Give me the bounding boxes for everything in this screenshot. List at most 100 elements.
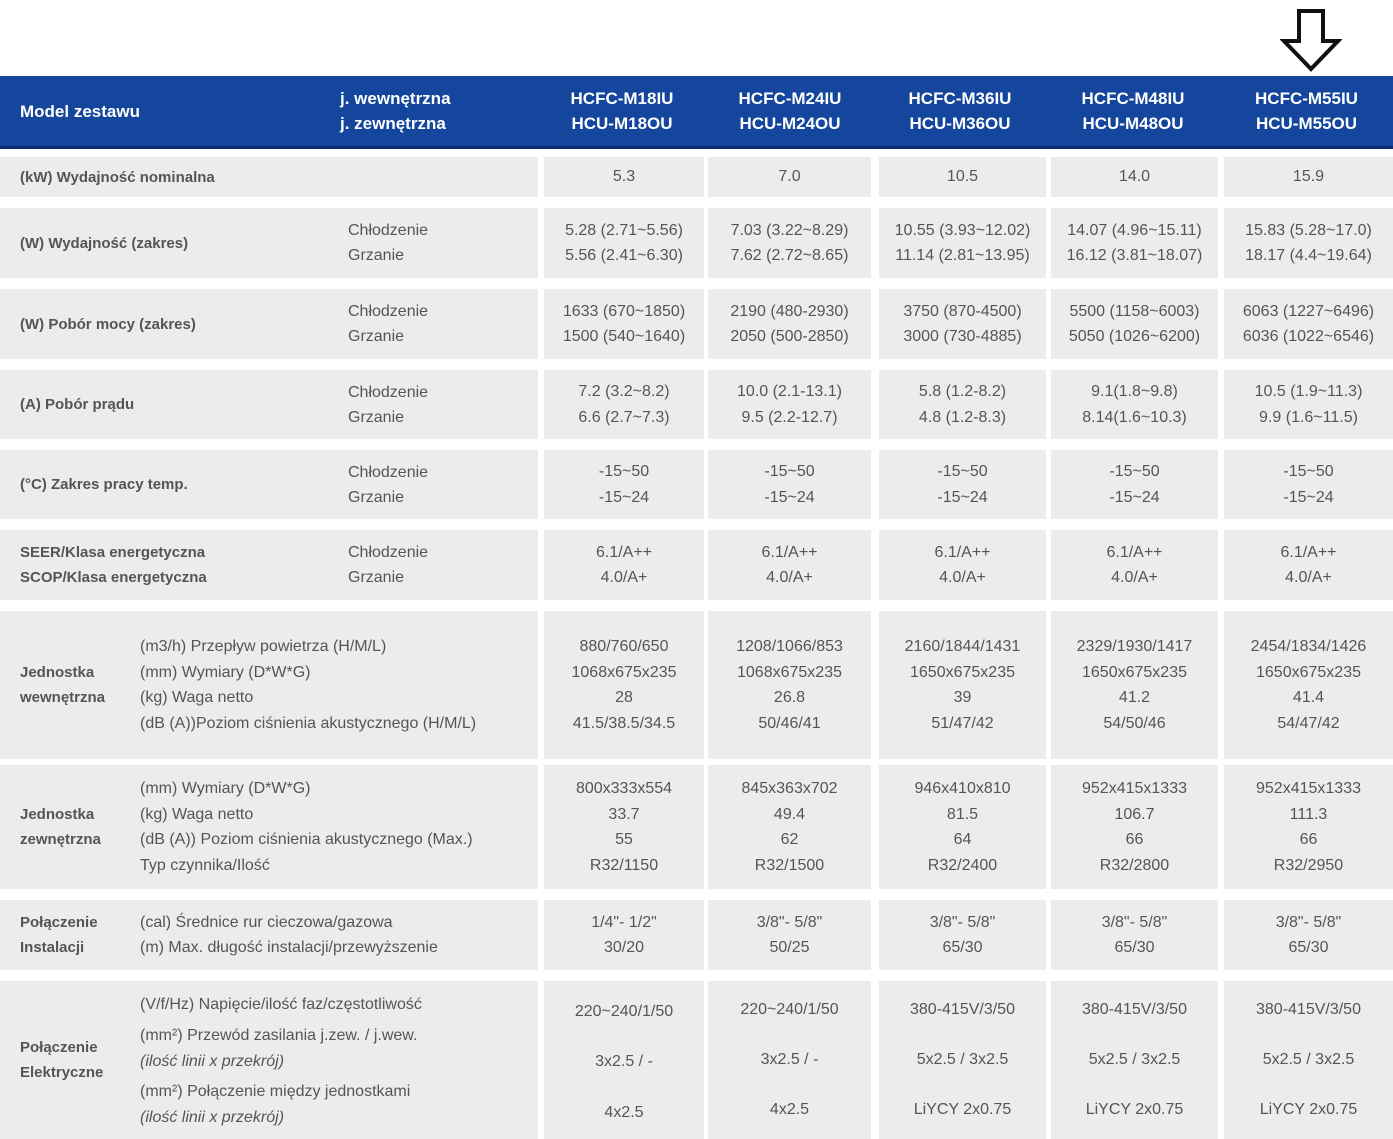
value-cell: -15~50 -15~24 [1224, 450, 1393, 519]
value-cell: 880/760/650 1068x675x235 28 41.5/38.5/34.5 [544, 611, 704, 759]
value-cell: 6.1/A++ 4.0/A+ [1224, 530, 1393, 600]
value-cell: 800x333x554 33.7 55 R32/1150 [544, 765, 704, 889]
heating-label: Grzanie [348, 328, 405, 345]
row-label: Połączenie Instalacji [20, 914, 98, 956]
indoor-model: HCFC-M36IU [908, 89, 1012, 108]
model-column-5: HCFC-M55IU HCU-M55OU [1220, 76, 1393, 146]
row-energy-class: SEER/Klasa energetyczna SCOP/Klasa energ… [0, 530, 1393, 600]
value-cell: 15.9 [1224, 157, 1393, 197]
scop-label: SCOP/Klasa energetyczna [20, 569, 207, 586]
row-label: Jednostka wewnętrzna [20, 664, 106, 706]
param-label: (cal) Średnice rur cieczowa/gazowa [140, 913, 393, 931]
value-cell: 1633 (670~1850) 1500 (540~1640) [544, 289, 704, 359]
heating-label: Grzanie [348, 569, 405, 586]
row-label: SEER/Klasa energetyczna SCOP/Klasa energ… [20, 530, 207, 600]
cooling-label: Chłodzenie [348, 463, 429, 481]
value-cell: 2160/1844/1431 1650x675x235 39 51/47/42 [879, 611, 1046, 759]
value-cell: 3/8"- 5/8" 65/30 [879, 900, 1046, 970]
value-cell: 6.1/A++ 4.0/A+ [879, 530, 1046, 600]
value-cell: 14.0 [1051, 157, 1218, 197]
model-column-2: HCFC-M24IU HCU-M24OU [706, 76, 874, 146]
cooling-label: Chłodzenie [348, 383, 429, 401]
outdoor-model: HCU-M24OU [739, 114, 841, 133]
outdoor-unit-label: j. zewnętrzna [340, 114, 446, 133]
row-label: Jednostka zewnętrzna [20, 806, 101, 848]
heating-label: Grzanie [348, 488, 405, 506]
value-cell: 3/8"- 5/8" 65/30 [1051, 900, 1218, 970]
value-cell: 6063 (1227~6496) 6036 (1022~6546) [1224, 289, 1393, 359]
row-capacity-range: (W) Wydajność (zakres) Chłodzenie Grzani… [0, 208, 1393, 278]
row-label: (kW) Wydajność nominalna [20, 168, 215, 186]
value-cell: 845x363x702 49.4 62 R32/1500 [708, 765, 871, 889]
value-cell: 7.0 [708, 157, 871, 197]
value-cell: 10.5 [879, 157, 1046, 197]
value-cell: 2190 (480-2930) 2050 (500-2850) [708, 289, 871, 359]
model-title: Model zestawu [20, 101, 140, 121]
value-cell: 2329/1930/1417 1650x675x235 41.2 54/50/46 [1051, 611, 1218, 759]
value-cell: 15.83 (5.28~17.0) 18.17 (4.4~19.64) [1224, 208, 1393, 278]
value-cell: 5500 (1158~6003) 5050 (1026~6200) [1051, 289, 1218, 359]
value-cell: 3750 (870-4500) 3000 (730-4885) [879, 289, 1046, 359]
param-labels: (m3/h) Przepływ powietrza (H/M/L) (mm) W… [140, 611, 476, 759]
value-cell: 5.3 [544, 157, 704, 197]
param-label: (m) Max. długość instalacji/przewyższeni… [140, 939, 438, 956]
value-cell: 6.1/A++ 4.0/A+ [544, 530, 704, 600]
value-cell: 7.03 (3.22~8.29) 7.62 (2.72~8.65) [708, 208, 871, 278]
param-label: (mm²) Przewód zasilania j.zew. / j.wew. [140, 1026, 418, 1044]
value-cell: 5.28 (2.71~5.56) 5.56 (2.41~6.30) [544, 208, 704, 278]
row-label: (W) Wydajność (zakres) [20, 234, 189, 252]
cooling-label: Chłodzenie [348, 544, 429, 561]
seer-label: SEER/Klasa energetyczna [20, 544, 206, 561]
param-note: (ilość linii x przekrój) [140, 1108, 285, 1126]
heating-label: Grzanie [348, 247, 405, 264]
param-labels: (V/f/Hz) Napięcie/ilość faz/częstotliwoś… [140, 981, 422, 1139]
value-cell: 946x410x810 81.5 64 R32/2400 [879, 765, 1046, 889]
outdoor-model: HCU-M48OU [1082, 114, 1184, 133]
mode-labels: Chłodzenie Grzanie [348, 208, 428, 278]
indoor-model: HCFC-M24IU [738, 89, 842, 108]
param-labels: (mm) Wymiary (D*W*G) (kg) Waga netto (dB… [140, 765, 473, 889]
row-nominal-capacity: (kW) Wydajność nominalna 5.3 7.0 10.5 14… [0, 157, 1393, 197]
mode-labels: Chłodzenie Grzanie [348, 530, 428, 600]
value-cell: 2454/1834/1426 1650x675x235 41.4 54/47/42 [1224, 611, 1393, 759]
row-outdoor-unit: Jednostka zewnętrzna (mm) Wymiary (D*W*G… [0, 765, 1393, 889]
value-cell: 952x415x1333 106.7 66 R32/2800 [1051, 765, 1218, 889]
value-cell: 10.0 (2.1-13.1) 9.5 (2.2-12.7) [708, 370, 871, 439]
mode-labels: Chłodzenie Grzanie [348, 289, 428, 359]
param-label: (kg) Waga netto [140, 805, 254, 823]
row-power-consumption: (W) Pobór mocy (zakres) Chłodzenie Grzan… [0, 289, 1393, 359]
value-cell: 1208/1066/853 1068x675x235 26.8 50/46/41 [708, 611, 871, 759]
param-label: Typ czynnika/Ilość [140, 856, 270, 874]
indoor-model: HCFC-M55IU [1255, 89, 1358, 108]
param-label: (dB (A)) Poziom ciśnienia akustycznego (… [140, 831, 473, 848]
param-label: (dB (A))Poziom ciśnienia akustycznego (H… [140, 714, 477, 732]
value-cell: 1/4"- 1/2" 30/20 [544, 900, 704, 970]
value-cell: 9.1(1.8~9.8) 8.14(1.6~10.3) [1051, 370, 1218, 439]
indoor-unit-label: j. wewnętrzna [340, 89, 451, 108]
cooling-label: Chłodzenie [348, 303, 429, 320]
value-cell: 220~240/1/50 3x2.5 / -4x2.5 [708, 981, 871, 1139]
model-column-3: HCFC-M36IU HCU-M36OU [874, 76, 1046, 146]
row-label: (A) Pobór prądu [20, 396, 135, 413]
value-cell: 380-415V/3/50 5x2.5 / 3x2.5 LiYCY 2x0.75 [1224, 981, 1393, 1139]
value-cell: 5.8 (1.2-8.2) 4.8 (1.2-8.3) [879, 370, 1046, 439]
value-cell: 380-415V/3/50 5x2.5 / 3x2.5 LiYCY 2x0.75 [1051, 981, 1218, 1139]
row-current-draw: (A) Pobór prądu Chłodzenie Grzanie 7.2 (… [0, 370, 1393, 439]
outdoor-model: HCU-M18OU [571, 114, 673, 133]
value-cell: 6.1/A++ 4.0/A+ [1051, 530, 1218, 600]
row-temperature-range: (°C) Zakres pracy temp. Chłodzenie Grzan… [0, 450, 1393, 519]
indoor-model: HCFC-M18IU [570, 89, 674, 108]
outdoor-model: HCU-M36OU [909, 114, 1011, 133]
row-label: (W) Pobór mocy (zakres) [20, 315, 196, 333]
row-electrical: Połączenie Elektryczne (V/f/Hz) Napięcie… [0, 981, 1393, 1139]
value-cell: 952x415x1333 111.3 66 R32/2950 [1224, 765, 1393, 889]
outdoor-model: HCU-M55OU [1255, 114, 1358, 133]
value-cell: 220~240/1/50 3x2.5 / -4x2.5 [544, 981, 704, 1139]
value-cell: 3/8"- 5/8" 65/30 [1224, 900, 1393, 970]
param-label: (mm) Wymiary (D*W*G) [140, 663, 311, 681]
row-indoor-unit: Jednostka wewnętrzna (m3/h) Przepływ pow… [0, 611, 1393, 759]
arrow-down-outline-icon [1280, 9, 1342, 72]
value-cell: -15~50 -15~24 [879, 450, 1046, 519]
model-column-1: HCFC-M18IU HCU-M18OU [538, 76, 706, 146]
param-label: (m3/h) Przepływ powietrza (H/M/L) [140, 638, 387, 655]
